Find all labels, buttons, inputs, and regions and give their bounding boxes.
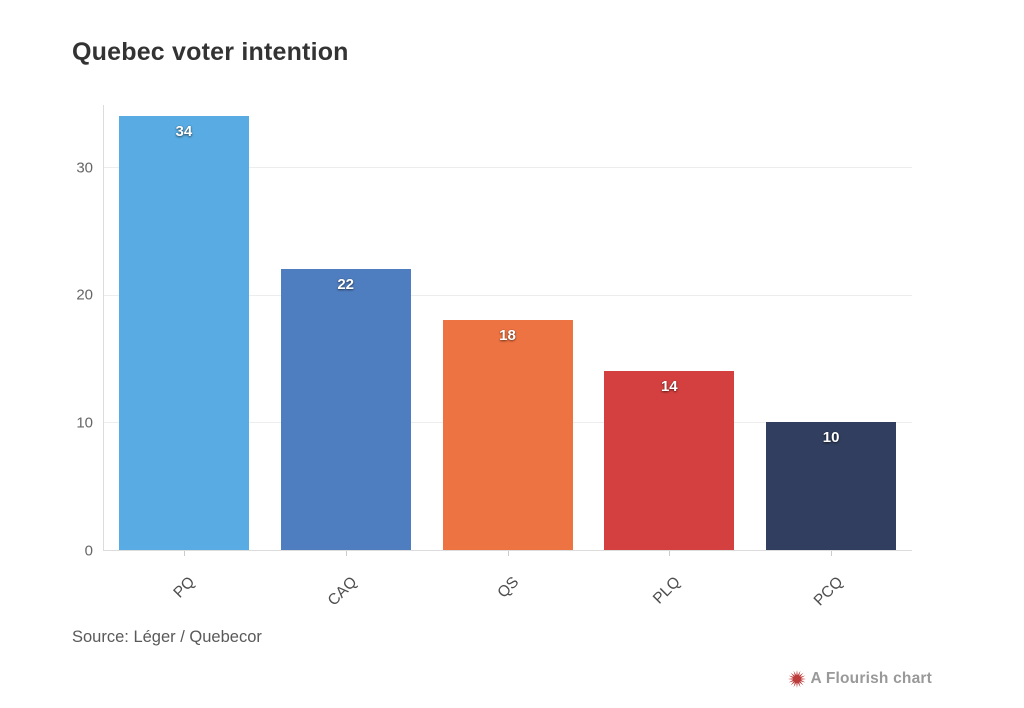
- chart-title: Quebec voter intention: [72, 38, 349, 66]
- bar-pcq[interactable]: 10: [766, 422, 897, 550]
- flourish-credit[interactable]: A Flourish chart: [787, 670, 932, 688]
- x-axis-tick: [345, 551, 347, 556]
- gridline-y-0: [103, 550, 912, 551]
- flourish-credit-label: A Flourish chart: [810, 670, 932, 687]
- gridline-y-30: [103, 167, 912, 168]
- y-axis-tick-label: 30: [76, 159, 93, 176]
- bar-value-label-pcq: 10: [822, 429, 840, 447]
- x-axis-label-qs: QS: [494, 573, 523, 602]
- y-axis-tick-label: 20: [76, 286, 93, 304]
- bar-caq[interactable]: 22: [280, 269, 411, 550]
- x-axis-label-pq: PQ: [170, 573, 199, 602]
- bar-value-label-plq: 14: [660, 378, 678, 396]
- bar-value-label-qs: 18: [499, 327, 516, 345]
- gridline-y-20: [103, 294, 912, 296]
- y-axis-tick-label: 10: [76, 414, 93, 432]
- x-axis-label-caq: CAQ: [324, 573, 361, 610]
- bar-qs[interactable]: 18: [442, 320, 573, 550]
- x-axis-label-pcq: PCQ: [810, 573, 846, 610]
- bar-value-label-caq: 22: [337, 276, 355, 294]
- flourish-burst-icon: [787, 670, 806, 688]
- bar-pq[interactable]: 34: [118, 115, 249, 550]
- y-axis-line: [103, 105, 104, 550]
- x-axis-tick: [669, 551, 671, 556]
- source-caption: Source: Léger / Quebecor: [72, 628, 262, 646]
- bar-value-label-pq: 34: [175, 122, 193, 140]
- x-axis-tick: [507, 551, 509, 556]
- x-axis-tick: [183, 551, 185, 556]
- y-axis-tick-label: 0: [84, 542, 93, 559]
- bar-plq[interactable]: 14: [604, 371, 735, 550]
- x-axis-tick: [831, 551, 833, 556]
- x-axis-label-plq: PLQ: [650, 573, 685, 608]
